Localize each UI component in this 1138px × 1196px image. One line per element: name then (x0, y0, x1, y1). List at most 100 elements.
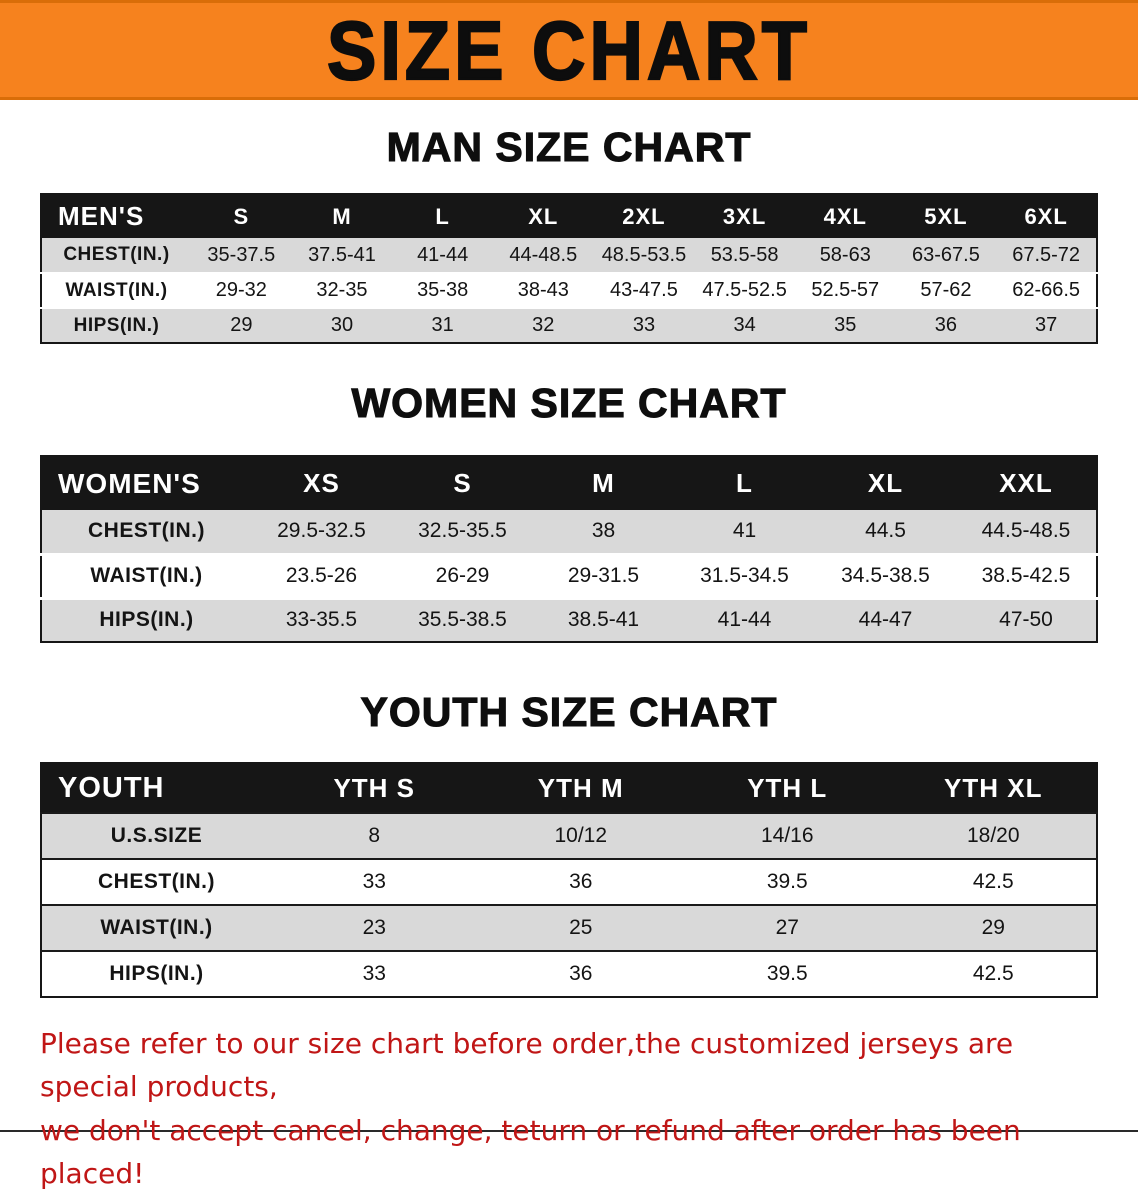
size-value: 41-44 (392, 238, 493, 273)
size-value: 41 (674, 510, 815, 554)
size-column-header: 2XL (593, 194, 695, 238)
size-column-header: 3XL (694, 194, 795, 238)
size-value: 36 (895, 308, 997, 343)
size-value: 26-29 (392, 554, 533, 598)
row-label: WAIST(IN.) (41, 554, 251, 598)
size-value: 53.5-58 (694, 238, 795, 273)
size-value: 38.5-42.5 (956, 554, 1097, 598)
size-column-header: YTH L (684, 763, 891, 813)
size-value: 48.5-53.5 (593, 238, 695, 273)
section-heading: YOUTH SIZE CHART (360, 688, 778, 735)
table-row: HIPS(IN.) 33-35.5 35.5-38.5 38.5-41 41-44 44-… (41, 598, 1097, 642)
size-value: 33 (271, 859, 478, 905)
size-column-header: L (392, 194, 493, 238)
size-column-header: S (392, 456, 533, 510)
notice-line: Please refer to our size chart before or… (40, 1027, 1014, 1104)
size-value: 38-43 (492, 273, 594, 308)
size-value: 43-47.5 (593, 273, 695, 308)
table-row: HIPS(IN.) 33 36 39.5 42.5 (41, 951, 1097, 997)
size-value: 38.5-41 (533, 598, 674, 642)
row-label: WAIST(IN.) (41, 273, 191, 308)
size-value: 33 (271, 951, 478, 997)
size-value: 34 (694, 308, 795, 343)
size-value: 30 (291, 308, 393, 343)
size-value: 23.5-26 (251, 554, 392, 598)
size-column-header: M (533, 456, 674, 510)
size-value: 58-63 (794, 238, 896, 273)
size-value: 33 (593, 308, 695, 343)
size-value: 27 (684, 905, 891, 951)
table-row: CHEST(IN.) 35-37.5 37.5-41 41-44 44-48.5 48.5… (41, 238, 1097, 273)
size-value: 42.5 (890, 859, 1097, 905)
banner: SIZE CHART (0, 0, 1138, 100)
table-row: U.S.SIZE 8 10/12 14/16 18/20 (41, 813, 1097, 859)
size-table: WOMEN'S XS S M L XL XXL CHEST(IN.) 29.5-32.5 32.5… (40, 455, 1098, 643)
table-row: WAIST(IN.) 29-32 32-35 35-38 38-43 43-47.5 47.… (41, 273, 1097, 308)
size-value: 18/20 (890, 813, 1097, 859)
size-column-header: 5XL (895, 194, 997, 238)
row-label: HIPS(IN.) (41, 951, 271, 997)
footer-notice: Please refer to our size chart before or… (0, 1022, 1138, 1196)
size-value: 35-38 (392, 273, 493, 308)
size-value: 35.5-38.5 (392, 598, 533, 642)
size-section: YOUTH SIZE CHART YOUTH YTH S YTH M YTH L YTH … (0, 688, 1138, 998)
size-value: 37 (996, 308, 1097, 343)
notice-line: we don't accept cancel, change, teturn o… (40, 1113, 1021, 1191)
size-value: 62-66.5 (996, 273, 1097, 308)
size-value: 35-37.5 (191, 238, 292, 273)
size-value: 32 (492, 308, 594, 343)
row-label: U.S.SIZE (41, 813, 271, 859)
size-column-header: XS (251, 456, 392, 510)
table-row: WAIST(IN.) 23 25 27 29 (41, 905, 1097, 951)
table-row: HIPS(IN.) 29 30 31 32 33 34 35 36 37 (41, 308, 1097, 343)
row-label: CHEST(IN.) (41, 238, 191, 273)
size-value: 44-47 (815, 598, 956, 642)
size-value: 52.5-57 (794, 273, 896, 308)
size-value: 29-31.5 (533, 554, 674, 598)
size-column-header: YTH M (477, 763, 684, 813)
table-header-row: MEN'S S M L XL 2XL 3XL 4XL 5XL 6XL (41, 194, 1097, 238)
size-value: 39.5 (684, 859, 891, 905)
size-value: 31 (392, 308, 493, 343)
size-value: 36 (477, 951, 684, 997)
size-table: MEN'S S M L XL 2XL 3XL 4XL 5XL 6XL CHEST(IN.) 35-37… (40, 193, 1098, 344)
size-value: 29 (191, 308, 292, 343)
size-table: YOUTH YTH S YTH M YTH L YTH XL U.S.SIZE 8 10/12… (40, 762, 1098, 998)
page-title: SIZE CHART (326, 2, 811, 97)
size-value: 47.5-52.5 (694, 273, 795, 308)
sections-container: MAN SIZE CHART MEN'S S M L XL 2XL 3XL 4XL 5XL 6XL C… (0, 123, 1138, 998)
size-value: 44-48.5 (492, 238, 594, 273)
table-corner-label: YOUTH (41, 763, 271, 813)
row-label: CHEST(IN.) (41, 859, 271, 905)
size-value: 47-50 (956, 598, 1097, 642)
size-value: 67.5-72 (996, 238, 1097, 273)
row-label: HIPS(IN.) (41, 308, 191, 343)
size-column-header: XXL (956, 456, 1097, 510)
section-heading: MAN SIZE CHART (386, 123, 752, 170)
size-value: 10/12 (477, 813, 684, 859)
size-column-header: XL (492, 194, 594, 238)
size-value: 63-67.5 (895, 238, 997, 273)
size-value: 23 (271, 905, 478, 951)
size-value: 33-35.5 (251, 598, 392, 642)
size-column-header: YTH XL (890, 763, 1097, 813)
size-column-header: 6XL (996, 194, 1097, 238)
size-column-header: 4XL (794, 194, 896, 238)
size-value: 32.5-35.5 (392, 510, 533, 554)
size-value: 44.5-48.5 (956, 510, 1097, 554)
size-section: MAN SIZE CHART MEN'S S M L XL 2XL 3XL 4XL 5XL 6XL C… (0, 123, 1138, 344)
size-column-header: XL (815, 456, 956, 510)
size-value: 29.5-32.5 (251, 510, 392, 554)
size-value: 38 (533, 510, 674, 554)
size-value: 14/16 (684, 813, 891, 859)
size-value: 34.5-38.5 (815, 554, 956, 598)
table-corner-label: MEN'S (41, 194, 191, 238)
table-row: WAIST(IN.) 23.5-26 26-29 29-31.5 31.5-34.5 34… (41, 554, 1097, 598)
size-value: 39.5 (684, 951, 891, 997)
size-value: 57-62 (895, 273, 997, 308)
size-value: 32-35 (291, 273, 393, 308)
size-value: 36 (477, 859, 684, 905)
size-value: 42.5 (890, 951, 1097, 997)
size-value: 37.5-41 (291, 238, 393, 273)
